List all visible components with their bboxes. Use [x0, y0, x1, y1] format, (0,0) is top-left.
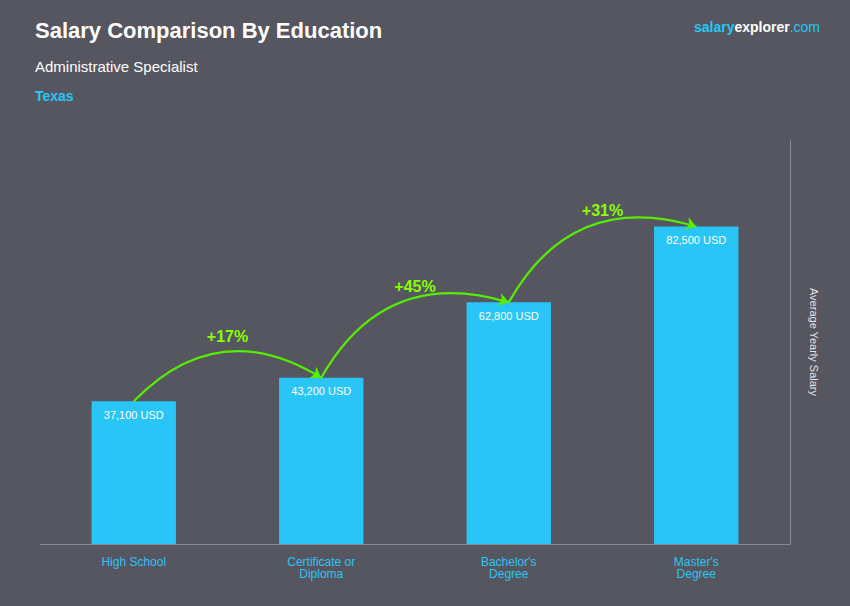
svg-text:43,200 USD: 43,200 USD	[291, 385, 351, 397]
svg-text:Average Yearly Salary: Average Yearly Salary	[808, 288, 820, 397]
svg-text:High School: High School	[101, 555, 166, 569]
svg-text:explorer: explorer	[734, 19, 790, 35]
svg-text:+17%: +17%	[207, 328, 248, 345]
svg-text:62,800 USD: 62,800 USD	[479, 310, 539, 322]
svg-text:+31%: +31%	[582, 202, 623, 219]
svg-text:Texas: Texas	[35, 88, 74, 104]
svg-text:Administrative Specialist: Administrative Specialist	[35, 58, 198, 75]
svg-text:Bachelor's: Bachelor's	[480, 555, 537, 569]
svg-text:.com: .com	[790, 19, 820, 35]
svg-text:Degree: Degree	[677, 567, 717, 581]
svg-text:+45%: +45%	[394, 278, 435, 295]
svg-text:Certificate or: Certificate or	[287, 555, 356, 569]
svg-text:37,100 USD: 37,100 USD	[104, 409, 164, 421]
svg-text:Degree: Degree	[489, 567, 529, 581]
svg-text:Diploma: Diploma	[299, 567, 343, 581]
svg-text:82,500 USD: 82,500 USD	[666, 234, 726, 246]
svg-text:salary: salary	[694, 19, 735, 35]
svg-text:Master's: Master's	[673, 555, 719, 569]
svg-text:Salary Comparison By Education: Salary Comparison By Education	[35, 18, 382, 43]
